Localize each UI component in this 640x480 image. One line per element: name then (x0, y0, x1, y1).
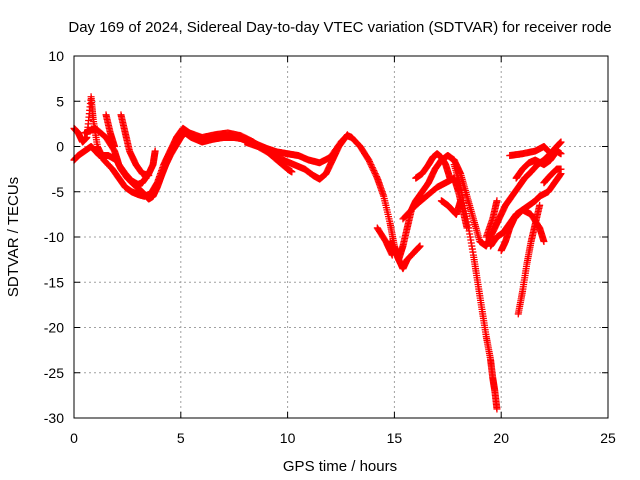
data-point (493, 405, 501, 413)
series-arc-16 (514, 201, 544, 318)
x-tick-label: 20 (493, 430, 509, 446)
series-arc-17 (512, 147, 565, 182)
y-tick-label: 10 (48, 48, 64, 64)
series-arc-8 (373, 224, 396, 259)
data-point (493, 197, 501, 205)
data-point (557, 165, 565, 173)
data-point (368, 162, 376, 170)
data-point (446, 174, 454, 182)
series-arc-11 (450, 161, 501, 413)
data-point (365, 156, 373, 164)
data-point (367, 161, 375, 169)
data-point (557, 150, 565, 158)
y-tick-label: -25 (44, 365, 64, 381)
data-point (371, 170, 379, 178)
x-tick-label: 10 (280, 430, 296, 446)
grid-lines (74, 56, 608, 418)
x-tick-label: 0 (70, 430, 78, 446)
data-point (366, 159, 374, 167)
data-point (372, 171, 380, 179)
series-arc-5 (117, 111, 153, 179)
x-tick-label: 15 (387, 430, 403, 446)
data-point (343, 132, 351, 140)
series-arc-18 (506, 143, 552, 160)
y-axis-title: SDTVAR / TECUs (5, 177, 22, 297)
data-point (544, 147, 552, 155)
series-arc-10 (412, 150, 454, 182)
data-series (70, 93, 565, 413)
data-point (457, 197, 465, 205)
data-point (365, 158, 373, 166)
y-tick-label: -5 (52, 184, 65, 200)
data-point (370, 167, 378, 175)
series-arc-2 (70, 93, 296, 200)
axis-ticks: 0 5 10 15 20 25 10 5 0 -5 -10 -15 -20 -25 -30 (44, 48, 616, 446)
series-arc-6 (241, 131, 351, 183)
series-arc-13 (482, 197, 501, 241)
x-axis-title: GPS time / hours (283, 458, 397, 475)
data-point (368, 164, 376, 172)
data-point (557, 138, 565, 146)
y-tick-label: -10 (44, 229, 64, 245)
x-tick-label: 5 (177, 430, 185, 446)
x-tick-label: 25 (600, 430, 616, 446)
y-tick-label: -20 (44, 320, 64, 336)
y-tick-label: -30 (44, 410, 64, 426)
data-point (388, 251, 396, 259)
data-point (145, 171, 153, 179)
chart-title: Day 169 of 2024, Sidereal Day-to-day VTE… (68, 19, 611, 36)
data-point (540, 238, 548, 246)
data-point (416, 242, 424, 250)
series-arc-4 (102, 111, 119, 150)
data-point (393, 253, 401, 261)
data-point (343, 131, 351, 139)
y-tick-label: -15 (44, 274, 64, 290)
data-point (111, 143, 119, 150)
data-point (370, 168, 378, 176)
data-point (369, 165, 377, 173)
y-tick-label: 0 (56, 139, 64, 155)
data-point (536, 201, 544, 209)
series-arc-19 (540, 165, 565, 187)
data-point (373, 173, 381, 181)
series-arc-12 (437, 197, 465, 218)
data-point (288, 168, 296, 176)
data-point (151, 147, 159, 155)
y-tick-label: 5 (56, 93, 64, 109)
